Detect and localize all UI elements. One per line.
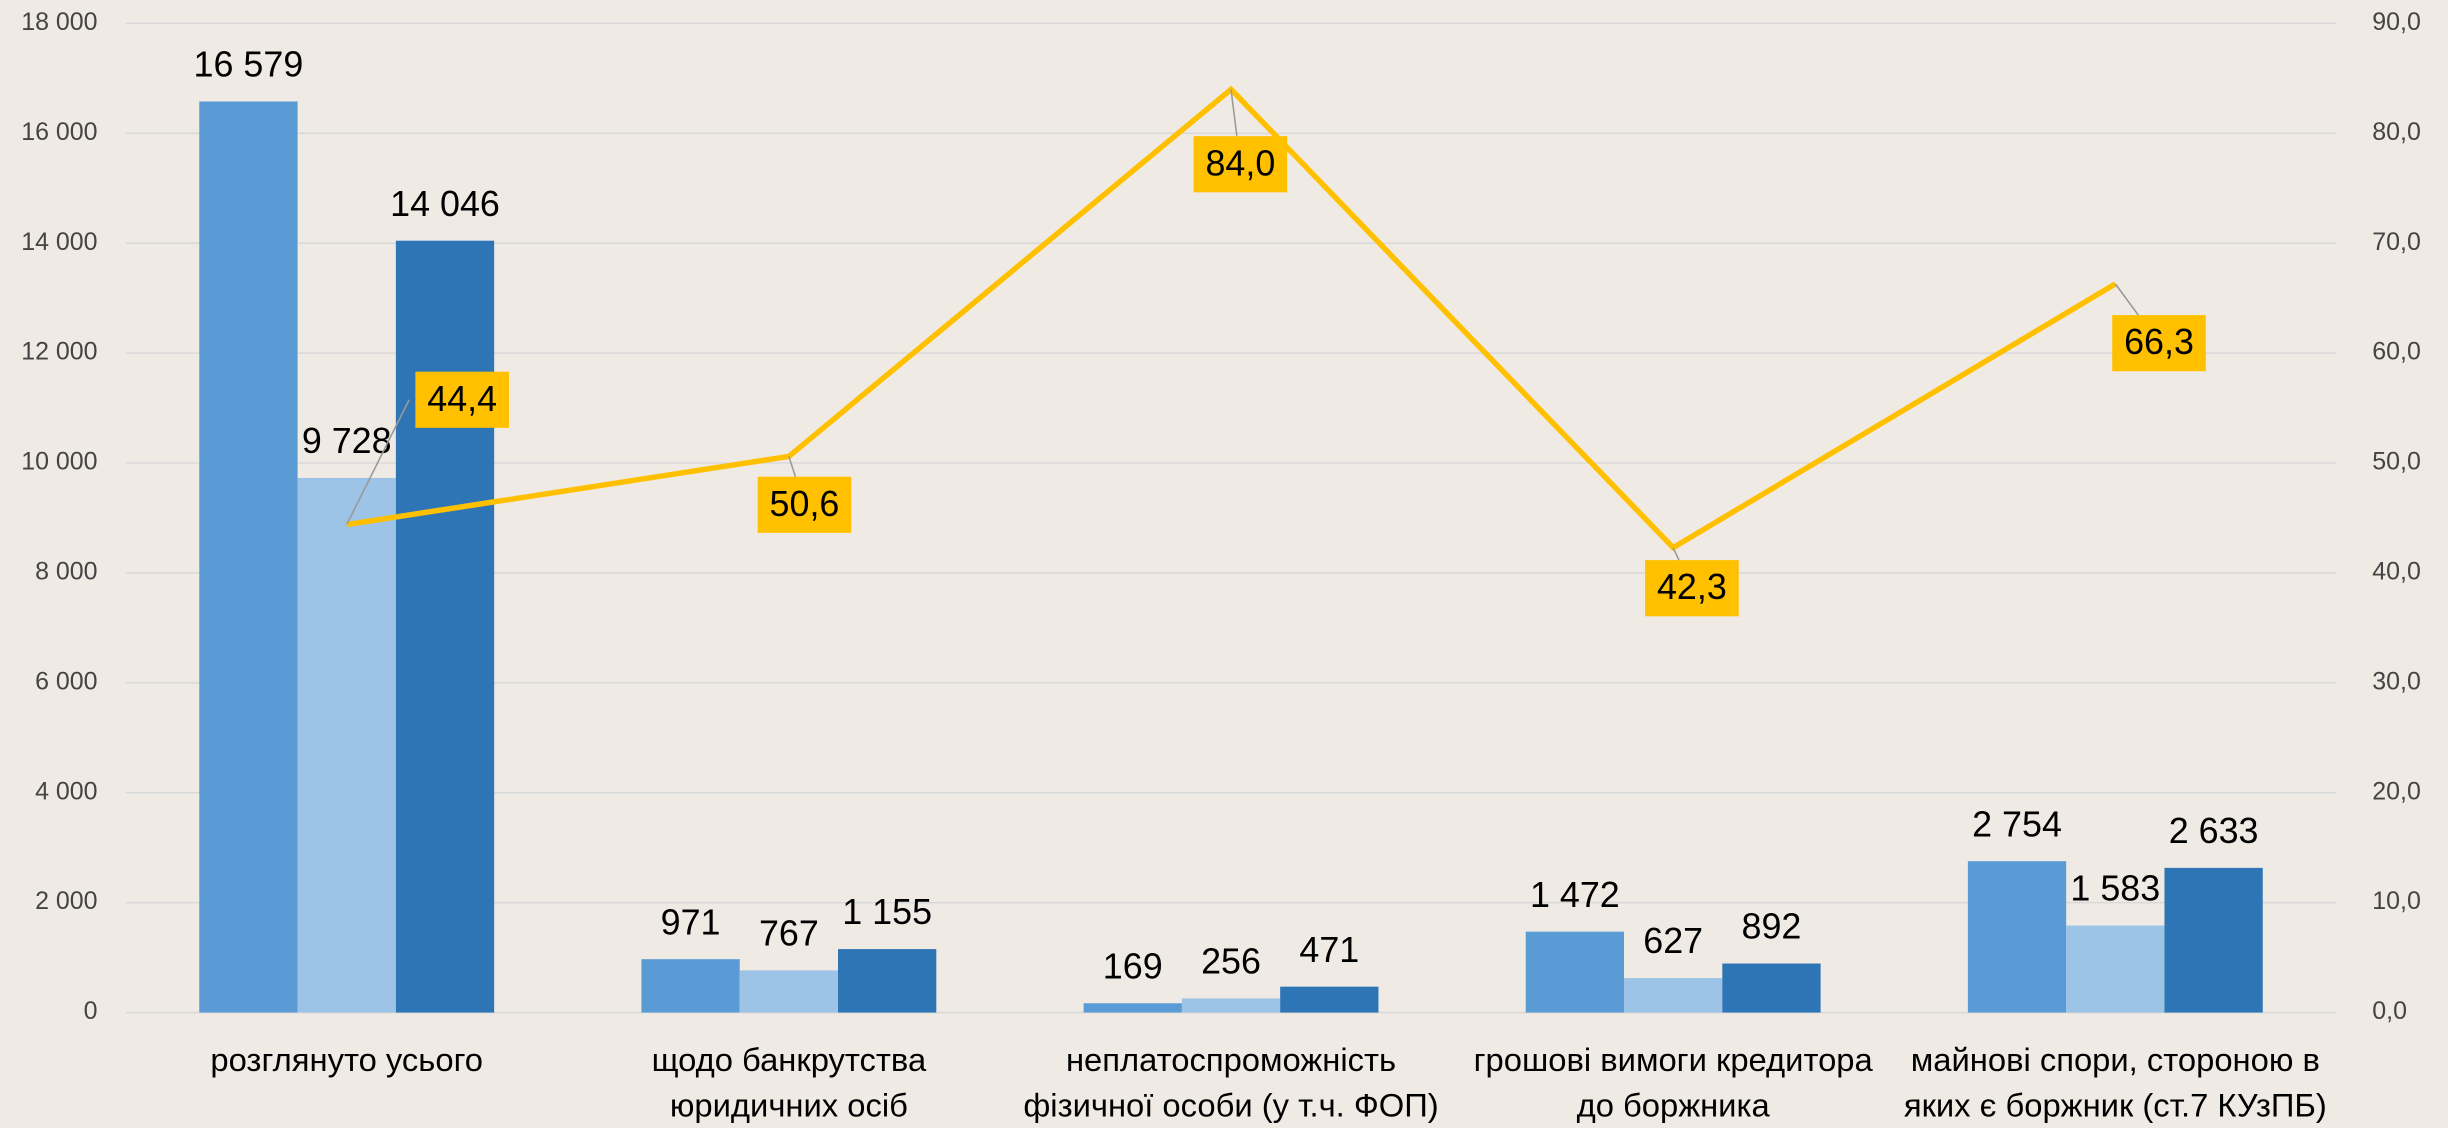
bar-value-label: 971 (661, 902, 721, 942)
y-tick-label: 14 000 (21, 228, 97, 256)
x-tick-label: розглянуто усього (210, 1041, 483, 1078)
bar-value-label: 2 754 (1972, 804, 2062, 844)
y2-tick-label: 60,0 (2372, 338, 2421, 366)
bar (2164, 867, 2263, 1013)
leader-line (346, 399, 410, 525)
line-label-box (1193, 136, 1288, 193)
line-value-label: 50,6 (770, 484, 840, 524)
bar (1967, 861, 2067, 1013)
bar-value-label: 9 728 (302, 421, 392, 461)
bar (1525, 931, 1625, 1013)
bar (199, 101, 298, 1013)
line-value-label: 66,3 (2124, 322, 2194, 362)
y2-tick-label: 30,0 (2372, 667, 2421, 695)
bar (838, 949, 937, 1013)
y-tick-label: 16 000 (21, 118, 97, 146)
line-label-box (415, 371, 509, 428)
y-tick-label: 12 000 (21, 338, 97, 366)
bar-value-label: 471 (1299, 930, 1359, 970)
bar (1181, 998, 1281, 1013)
bar-value-label: 767 (759, 914, 819, 954)
y-tick-label: 10 000 (21, 448, 97, 476)
y2-tick-label: 40,0 (2372, 558, 2421, 586)
bar (1083, 1003, 1182, 1013)
y-tick-label: 2 000 (35, 887, 97, 915)
y2-tick-label: 50,0 (2372, 448, 2421, 476)
y2-tick-label: 70,0 (2372, 228, 2421, 256)
line-value-label: 84,0 (1205, 143, 1275, 183)
x-tick-label: грошові вимоги кредитора (1474, 1041, 1874, 1078)
y-tick-label: 6 000 (35, 667, 97, 695)
y2-tick-label: 90,0 (2372, 8, 2421, 36)
line-label-box (1645, 560, 1739, 617)
bar (395, 240, 495, 1013)
y-tick-label: 4 000 (35, 777, 97, 805)
bar-value-label: 2 633 (2169, 811, 2259, 851)
bar (1280, 986, 1379, 1013)
bar-value-label: 169 (1103, 946, 1163, 986)
x-tick-label: до боржника (1577, 1086, 1771, 1123)
line-value-label: 42,3 (1657, 567, 1727, 607)
x-tick-label: щодо банкрутства (652, 1041, 927, 1078)
bar-value-label: 256 (1201, 942, 1261, 982)
y2-tick-label: 0,0 (2372, 997, 2407, 1025)
y2-tick-label: 10,0 (2372, 887, 2421, 915)
y-tick-label: 18 000 (21, 8, 97, 36)
bar-value-label: 1 472 (1530, 875, 1620, 915)
bar-value-label: 892 (1742, 907, 1802, 947)
bar-value-label: 16 579 (194, 45, 304, 85)
bar (739, 970, 839, 1013)
y-tick-label: 8 000 (35, 558, 97, 586)
x-tick-label: неплатоспроможність (1066, 1041, 1396, 1078)
bar (297, 477, 396, 1013)
bar-value-label: 14 046 (390, 184, 500, 224)
x-tick-label: майнові спори, стороною в (1911, 1041, 2320, 1078)
x-tick-label: яких є боржник (ст.7 КУзПБ) (1904, 1086, 2327, 1123)
x-tick-label: юридичних осіб (670, 1086, 908, 1123)
bar (1722, 963, 1821, 1013)
y2-tick-label: 20,0 (2372, 777, 2421, 805)
y2-tick-label: 80,0 (2372, 118, 2421, 146)
line-label-box (2112, 315, 2206, 372)
line-value-label: 44,4 (427, 379, 497, 419)
bar-value-label: 1 155 (842, 892, 932, 932)
x-tick-label: фізичної особи (у т.ч. ФОП) (1023, 1086, 1438, 1123)
bar-value-label: 1 583 (2070, 869, 2160, 909)
bar (2066, 925, 2165, 1013)
line-label-box (757, 476, 852, 533)
bar (1624, 978, 1723, 1013)
y-tick-label: 0 (84, 997, 98, 1025)
bar-value-label: 627 (1643, 921, 1703, 961)
bar (641, 959, 740, 1013)
